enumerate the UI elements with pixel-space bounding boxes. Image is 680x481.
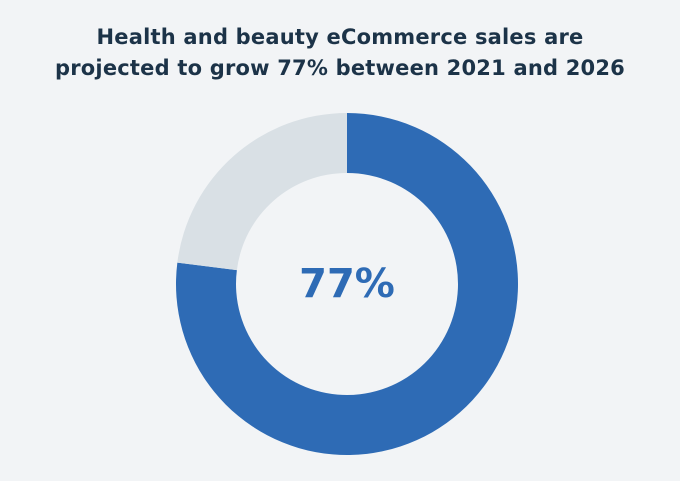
chart-title: Health and beauty eCommerce sales are pr… bbox=[0, 22, 680, 84]
donut-slice-value bbox=[176, 113, 519, 455]
chart-title-line-2: projected to grow 77% between 2021 and 2… bbox=[55, 56, 625, 80]
chart-title-line-1: Health and beauty eCommerce sales are bbox=[96, 25, 584, 49]
donut-slices bbox=[176, 113, 519, 455]
center-value-label: 77% bbox=[299, 261, 395, 307]
donut-slice-remainder bbox=[177, 113, 347, 271]
